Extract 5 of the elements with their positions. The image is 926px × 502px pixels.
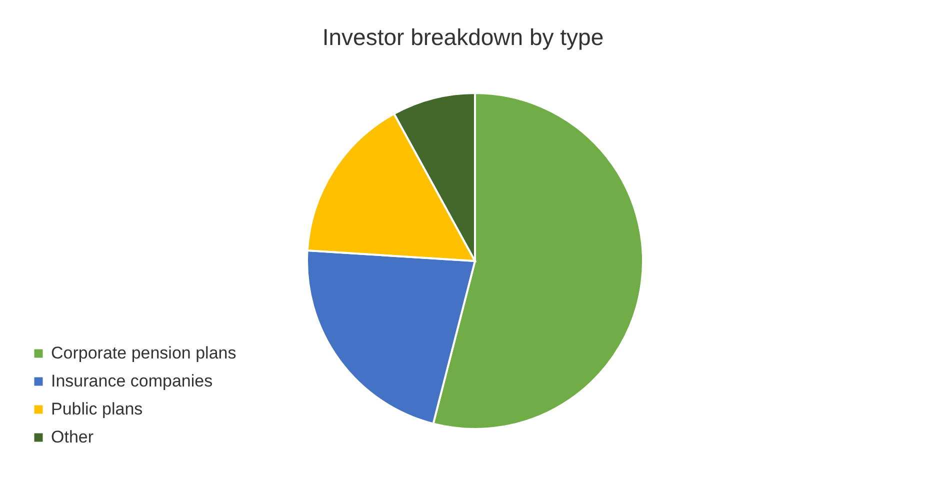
legend-label: Insurance companies: [51, 372, 213, 390]
legend-label: Corporate pension plans: [51, 344, 236, 362]
chart-title: Investor breakdown by type: [322, 24, 604, 50]
legend-label: Other: [51, 428, 94, 446]
legend-label: Public plans: [51, 400, 143, 418]
